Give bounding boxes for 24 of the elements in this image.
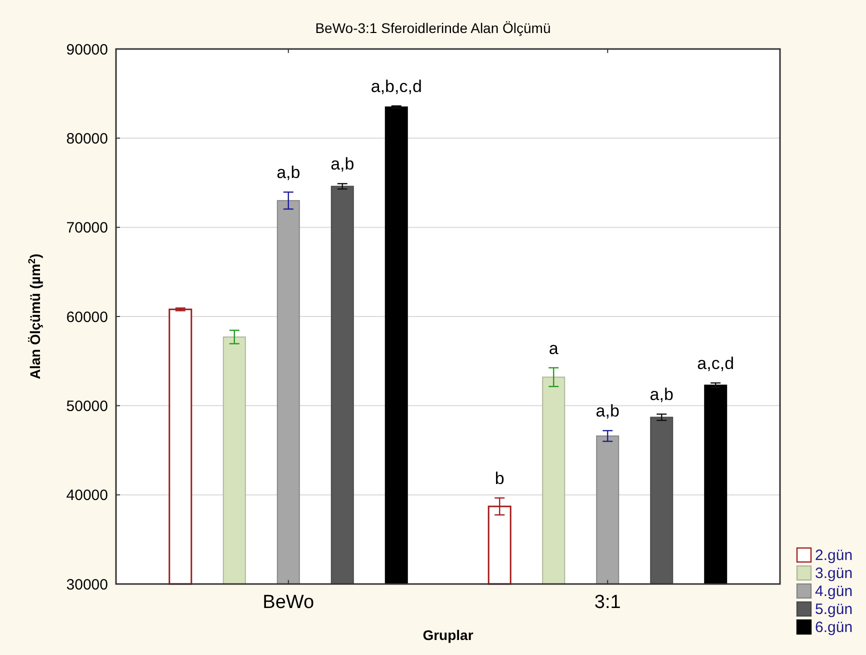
data-label: a,b,c,d	[370, 76, 422, 96]
legend-label: 6.gün	[815, 619, 853, 636]
legend-label: 4.gün	[815, 583, 853, 600]
x-axis-title: Gruplar	[422, 627, 474, 643]
y-tick-label: 80000	[66, 130, 108, 148]
y-tick-label: 70000	[66, 220, 108, 237]
legend-label: 2.gün	[815, 547, 853, 564]
legend-label: 5.gün	[815, 601, 853, 618]
data-label: a,b	[650, 385, 674, 404]
data-label: a	[548, 338, 559, 358]
y-tick-label: 90000	[66, 41, 108, 58]
chart-title: BeWo-3:1 Sferoidlerinde Alan Ölçümü	[315, 20, 551, 36]
data-label: a,c,d	[697, 354, 734, 373]
data-label: a,b	[276, 163, 300, 182]
data-label: b	[494, 468, 504, 488]
y-tick-label: 60000	[66, 308, 108, 326]
y-tick-label: 40000	[66, 487, 108, 504]
y-tick-label: 30000	[66, 576, 108, 594]
data-label: a,b	[596, 402, 620, 421]
y-tick-label: 50000	[66, 398, 108, 415]
x-tick-label: 3:1	[594, 592, 621, 613]
legend-label: 3.gün	[815, 565, 853, 582]
data-label: a,b	[330, 154, 354, 174]
x-tick-label: BeWo	[262, 592, 314, 613]
